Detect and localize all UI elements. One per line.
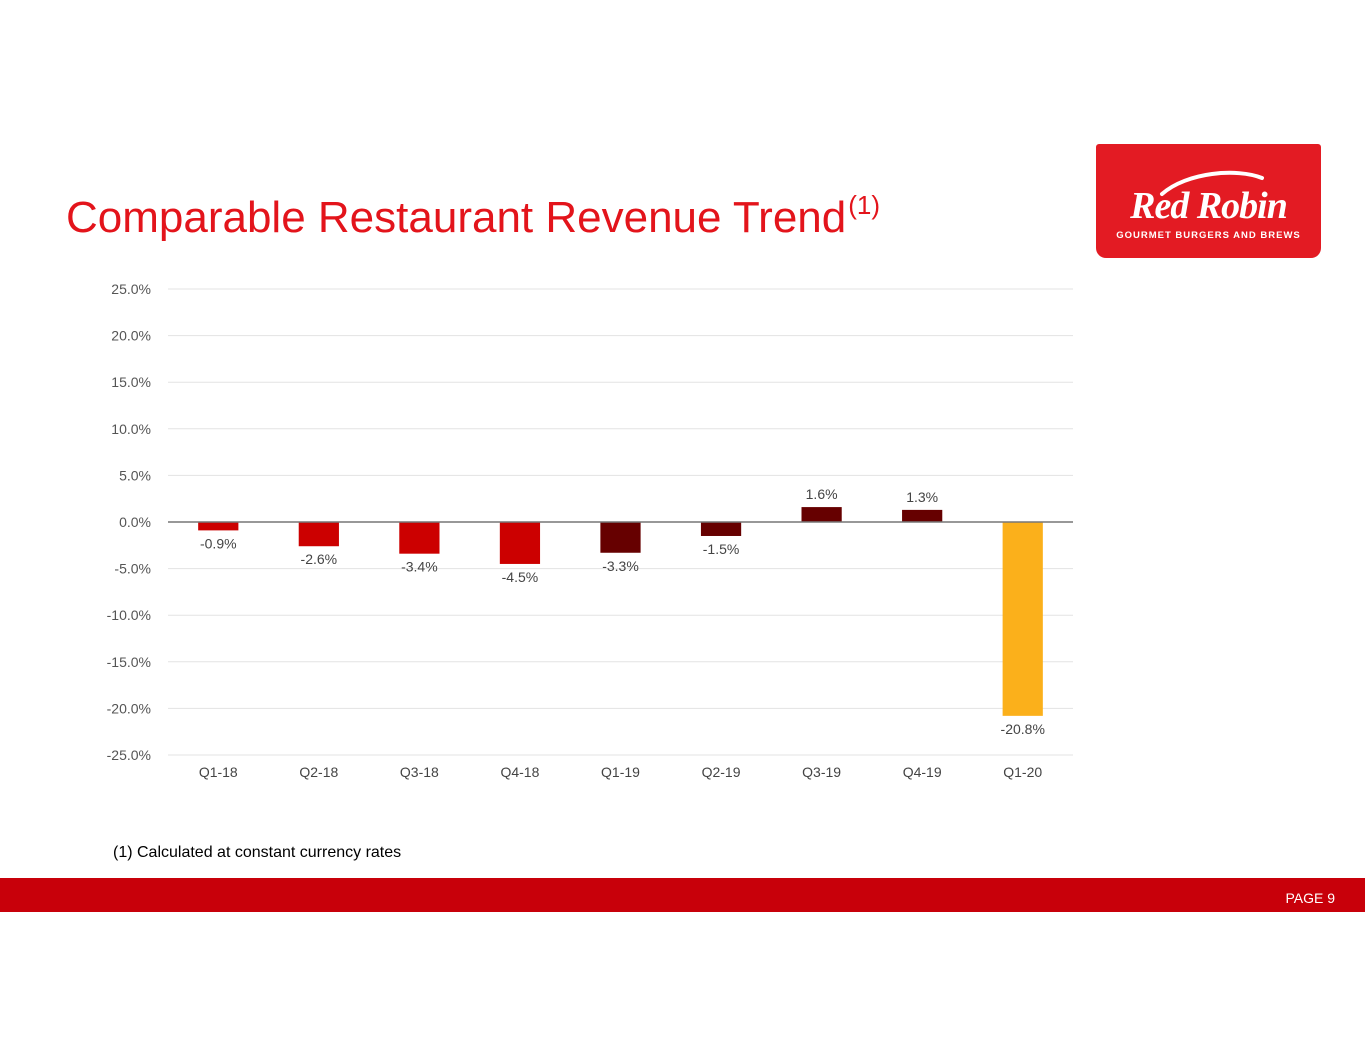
bar-q3-19 bbox=[801, 507, 842, 522]
y-tick-label: 15.0% bbox=[111, 374, 151, 390]
x-tick-label: Q2-19 bbox=[702, 764, 741, 780]
bars bbox=[198, 507, 1043, 716]
bar-q2-18 bbox=[298, 522, 339, 547]
data-label: -0.9% bbox=[200, 535, 237, 551]
data-label: -2.6% bbox=[301, 551, 338, 567]
x-tick-label: Q3-19 bbox=[802, 764, 841, 780]
y-tick-label: -5.0% bbox=[114, 561, 151, 577]
bar-q1-19 bbox=[600, 522, 641, 553]
bar-q4-18 bbox=[499, 522, 541, 564]
data-label: -1.5% bbox=[703, 541, 740, 557]
logo-tagline: GOURMET BURGERS AND BREWS bbox=[1116, 230, 1301, 241]
x-tick-label: Q2-18 bbox=[299, 764, 338, 780]
y-tick-label: -20.0% bbox=[107, 700, 151, 716]
footer-bar: PAGE 9 bbox=[0, 878, 1365, 912]
revenue-trend-chart: 25.0% 20.0% 15.0% 10.0% 5.0% 0.0% -5.0% -10.0% -… bbox=[107, 281, 1073, 780]
logo-wordmark: Red Robin bbox=[1130, 185, 1288, 227]
title-footnote-marker: (1) bbox=[848, 190, 881, 220]
data-label: -20.8% bbox=[1001, 721, 1045, 737]
data-label: -4.5% bbox=[502, 569, 539, 585]
y-tick-label: 25.0% bbox=[111, 281, 151, 297]
y-tick-label: -10.0% bbox=[107, 607, 151, 623]
data-label: -3.4% bbox=[401, 559, 438, 575]
gridlines bbox=[168, 288, 1073, 756]
x-axis-tick-labels: Q1-18 Q2-18 Q3-18 Q4-18 Q1-19 Q2-19 Q3-19 Q4-19… bbox=[199, 764, 1043, 780]
bar-q3-18 bbox=[399, 522, 440, 554]
x-tick-label: Q4-18 bbox=[500, 764, 539, 780]
bar-q2-19 bbox=[700, 522, 742, 536]
x-tick-label: Q1-20 bbox=[1003, 764, 1042, 780]
bar-q1-18 bbox=[198, 522, 239, 531]
data-labels: -0.9% -2.6% -3.4% -4.5% -3.3% -1.5% 1.6% 1.3% -2… bbox=[200, 486, 1045, 737]
bar-q4-19 bbox=[902, 509, 943, 522]
data-label: 1.3% bbox=[906, 489, 938, 505]
y-tick-label: -25.0% bbox=[107, 747, 151, 763]
x-tick-label: Q3-18 bbox=[400, 764, 439, 780]
x-tick-label: Q4-19 bbox=[903, 764, 942, 780]
y-axis-tick-labels: 25.0% 20.0% 15.0% 10.0% 5.0% 0.0% -5.0% -10.0% -… bbox=[107, 281, 151, 763]
data-label: 1.6% bbox=[806, 486, 838, 502]
slide-title-text: Comparable Restaurant Revenue Trend bbox=[66, 193, 847, 242]
y-tick-label: 5.0% bbox=[119, 467, 151, 483]
x-tick-label: Q1-19 bbox=[601, 764, 640, 780]
y-tick-label: -15.0% bbox=[107, 654, 151, 670]
data-label: -3.3% bbox=[602, 558, 639, 574]
page-number: PAGE 9 bbox=[1285, 890, 1335, 906]
y-tick-label: 10.0% bbox=[111, 421, 151, 437]
bar-q1-20 bbox=[1002, 522, 1043, 716]
slide-title: Comparable Restaurant Revenue Trend(1) bbox=[66, 190, 880, 243]
footnote: (1) Calculated at constant currency rate… bbox=[113, 844, 402, 861]
logo-swoosh-icon bbox=[1160, 170, 1264, 196]
y-tick-label: 0.0% bbox=[119, 514, 151, 530]
y-tick-label: 20.0% bbox=[111, 328, 151, 344]
x-tick-label: Q1-18 bbox=[199, 764, 238, 780]
red-robin-logo: Red Robin GOURMET BURGERS AND BREWS bbox=[1096, 144, 1321, 258]
